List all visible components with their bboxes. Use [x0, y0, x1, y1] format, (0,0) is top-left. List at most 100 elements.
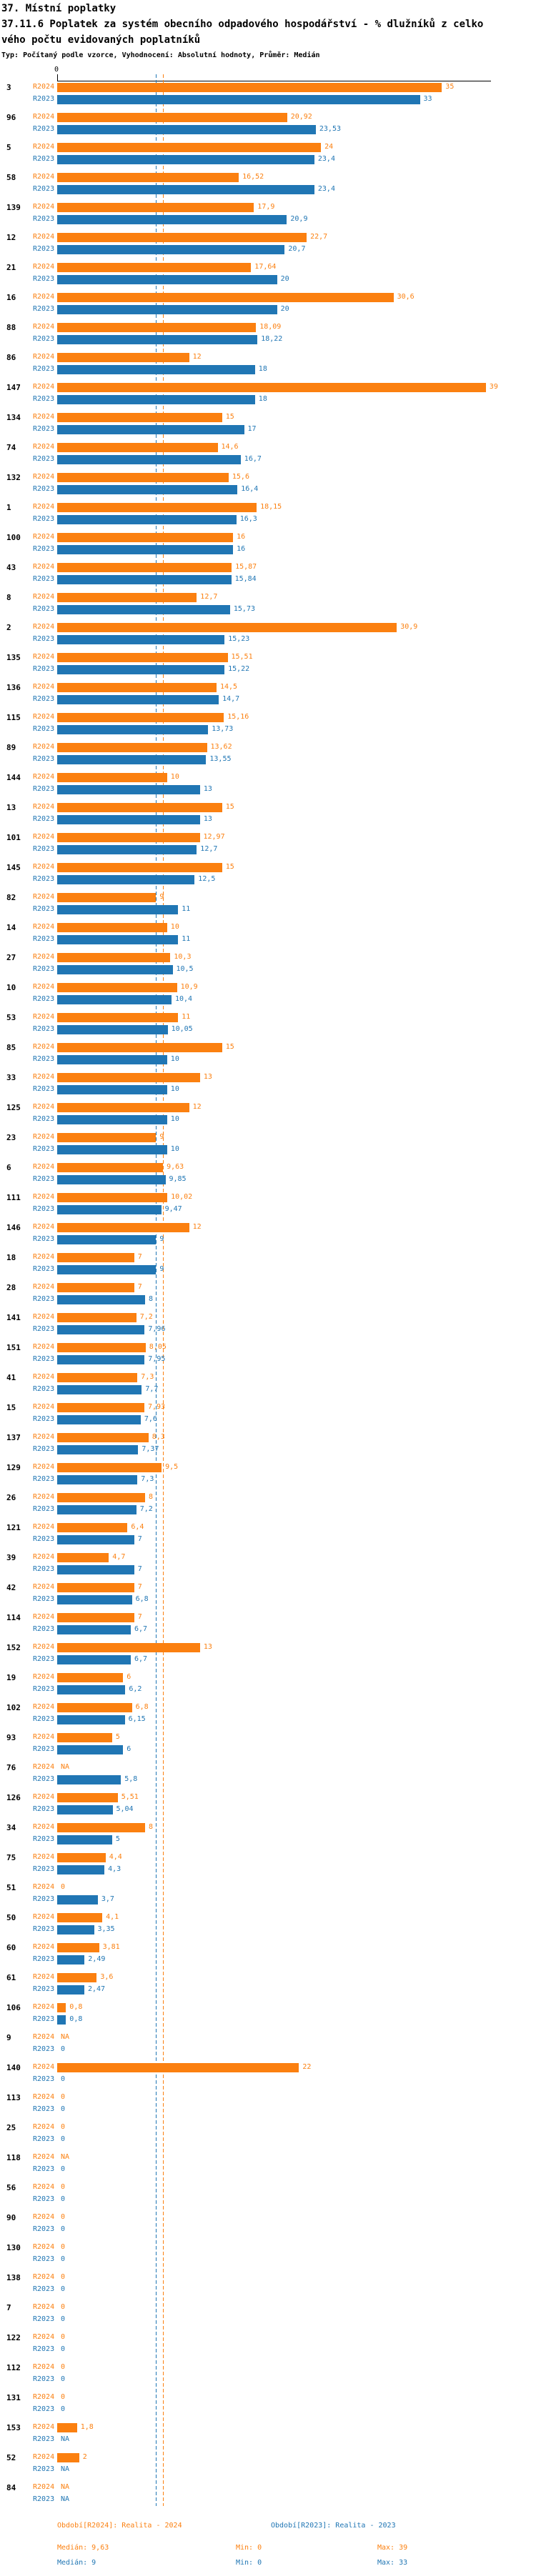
row-id-label: 100 [6, 533, 21, 542]
bar-group-6: 6 R2024 9,63 R2023 9,85 [0, 1163, 536, 1189]
value-label: 0 [61, 2225, 66, 2233]
row-id-label: 138 [6, 2273, 21, 2282]
value-label: 13,55 [209, 755, 232, 763]
bar-row-r2024: R2024 4,4 [0, 1853, 536, 1862]
row-id-label: 43 [6, 563, 16, 572]
bar-row-r2023: R2023 2,47 [0, 1985, 536, 1995]
bar-group-43: 43 R2024 15,87 R2023 15,84 [0, 563, 536, 589]
series-label: R2023 [33, 455, 55, 463]
bar-row-r2024: R2024 35 [0, 83, 536, 92]
series-label: R2023 [33, 155, 55, 163]
bar-r2024 [57, 473, 229, 482]
bar-row-r2024: R2024 0 [0, 2303, 536, 2312]
value-label: 10 [170, 1145, 179, 1153]
bar-r2023 [57, 1625, 131, 1634]
legend-max-2023: Max: 33 [377, 2559, 408, 2567]
series-label: R2024 [33, 1223, 55, 1231]
bar-row-r2024: R2024 2 [0, 2453, 536, 2462]
bar-r2024 [57, 683, 217, 692]
bar-group-131: 131 R2024 0 R2023 0 [0, 2393, 536, 2419]
bar-row-r2024: R2024 7,93 [0, 1403, 536, 1412]
value-label: 10,02 [171, 1193, 193, 1201]
bar-row-r2024: R2024 0 [0, 2273, 536, 2282]
series-label: R2023 [33, 2345, 55, 2353]
series-label: R2024 [33, 473, 55, 481]
bar-r2024 [57, 563, 232, 572]
bar-group-115: 115 R2024 15,16 R2023 13,73 [0, 713, 536, 739]
value-label: 0 [61, 1883, 66, 1891]
row-id-label: 41 [6, 1373, 16, 1382]
bar-row-r2023: R2023 10,05 [0, 1025, 536, 1034]
series-label: R2024 [33, 173, 55, 181]
bar-group-122: 122 R2024 0 R2023 0 [0, 2333, 536, 2359]
value-label: 5,51 [121, 1793, 139, 1801]
bar-r2024 [57, 1253, 134, 1262]
value-label: 3,35 [97, 1925, 115, 1933]
bar-group-74: 74 R2024 14,6 R2023 16,7 [0, 443, 536, 469]
bar-r2023 [57, 1265, 157, 1274]
series-label: R2024 [33, 2243, 55, 2251]
bar-row-r2023: R2023 12,7 [0, 845, 536, 854]
row-id-label: 113 [6, 2093, 21, 2102]
bar-row-r2023: R2023 10 [0, 1115, 536, 1124]
value-label: 0 [61, 2075, 66, 2083]
bar-row-r2023: R2023 NA [0, 2435, 536, 2445]
bar-group-144: 144 R2024 10 R2023 13 [0, 773, 536, 799]
series-label: R2023 [33, 95, 55, 103]
bar-r2024 [57, 653, 228, 662]
bar-row-r2023: R2023 10,4 [0, 995, 536, 1004]
bar-row-r2024: R2024 15 [0, 1043, 536, 1052]
value-label: 12,7 [200, 593, 218, 601]
row-id-label: 21 [6, 263, 16, 272]
series-label: R2024 [33, 1163, 55, 1171]
value-label: 13 [203, 785, 212, 793]
series-label: R2024 [33, 2003, 55, 2011]
bar-r2023 [57, 635, 225, 644]
bar-r2024 [57, 113, 287, 122]
value-label: 8 [149, 1295, 154, 1303]
value-label: 9 [159, 1235, 164, 1243]
bar-row-r2024: R2024 4,7 [0, 1553, 536, 1562]
bar-row-r2024: R2024 13 [0, 1643, 536, 1652]
bar-r2024 [57, 1283, 134, 1292]
value-label: 18 [258, 395, 267, 403]
bar-row-r2024: R2024 3,6 [0, 1973, 536, 1982]
bar-group-52: 52 R2024 2 R2023 NA [0, 2453, 536, 2479]
bar-r2023 [57, 1445, 139, 1454]
series-label: R2024 [33, 2303, 55, 2311]
bar-row-r2023: R2023 7,37 [0, 1445, 536, 1454]
series-label: R2023 [33, 395, 55, 403]
value-label: 0 [61, 2105, 66, 2113]
bar-row-r2024: R2024 15,87 [0, 563, 536, 572]
bar-group-130: 130 R2024 0 R2023 0 [0, 2243, 536, 2269]
series-label: R2024 [33, 2273, 55, 2281]
bar-row-r2024: R2024 NA [0, 2033, 536, 2042]
bar-row-r2024: R2024 3,81 [0, 1943, 536, 1952]
row-id-label: 1 [6, 503, 11, 512]
series-label: R2023 [33, 1805, 55, 1813]
bar-row-r2023: R2023 33 [0, 95, 536, 104]
bar-row-r2024: R2024 16 [0, 533, 536, 542]
bar-r2024 [57, 1643, 200, 1652]
bar-row-r2023: R2023 13 [0, 785, 536, 794]
value-label: 10 [170, 1085, 179, 1093]
bar-r2024 [57, 1133, 157, 1142]
row-id-label: 74 [6, 443, 16, 452]
bar-row-r2024: R2024 17,64 [0, 263, 536, 272]
row-id-label: 13 [6, 803, 16, 812]
bar-row-r2024: R2024 10,9 [0, 983, 536, 992]
bar-r2024 [57, 1103, 189, 1112]
bar-r2023 [57, 545, 234, 554]
value-label: 15,84 [234, 575, 257, 583]
value-label: 6,8 [135, 1595, 149, 1603]
bar-row-r2023: R2023 18,22 [0, 335, 536, 344]
value-label: 20,7 [288, 245, 306, 253]
series-label: R2024 [33, 143, 55, 151]
bar-row-r2024: R2024 15 [0, 413, 536, 422]
row-id-label: 19 [6, 1673, 16, 1682]
legend-min-2023: Min: 0 [236, 2559, 262, 2567]
bar-row-r2023: R2023 4,3 [0, 1865, 536, 1874]
bar-row-r2024: R2024 7 [0, 1613, 536, 1622]
bar-row-r2023: R2023 6,2 [0, 1685, 536, 1694]
value-label: NA [61, 2435, 70, 2443]
